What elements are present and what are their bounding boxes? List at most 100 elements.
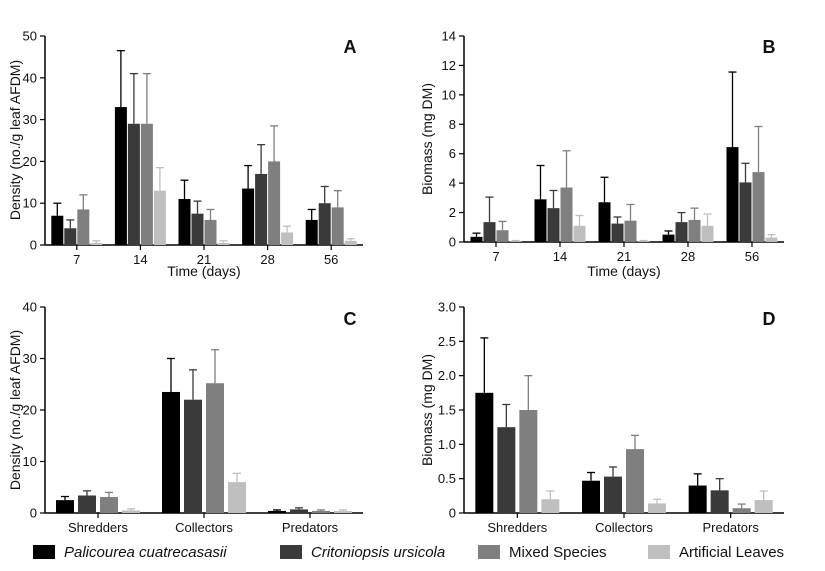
y-tick-label: 20 — [23, 154, 37, 169]
legend-item-palicourea: Palicourea cuatrecasasii — [33, 541, 227, 563]
x-tick-label: Shredders — [68, 520, 128, 535]
x-tick-label: Predators — [702, 520, 759, 535]
bar — [688, 485, 707, 513]
x-tick-label: 14 — [553, 249, 567, 264]
bar — [604, 476, 622, 513]
bar — [765, 237, 778, 242]
bar — [344, 240, 357, 245]
bar — [573, 225, 586, 242]
bar — [305, 219, 318, 245]
x-tick-label: 28 — [681, 249, 695, 264]
bar — [318, 203, 331, 245]
bar — [534, 199, 547, 242]
bar — [290, 509, 308, 513]
y-tick-label: 0 — [30, 506, 37, 521]
bar — [268, 510, 286, 513]
bar — [496, 230, 509, 242]
panel-letter: D — [763, 309, 776, 329]
x-tick-label: 56 — [745, 249, 759, 264]
legend-swatch — [280, 545, 302, 559]
y-tick-label: 10 — [23, 454, 37, 469]
bar — [178, 199, 191, 245]
bar — [624, 220, 637, 242]
bar — [582, 480, 600, 513]
y-tick-label: 20 — [23, 403, 37, 418]
bar — [732, 508, 751, 513]
bar — [626, 449, 644, 513]
x-tick-label: 21 — [197, 252, 211, 267]
legend-label: Critoniopsis ursicola — [311, 543, 446, 561]
bar — [255, 173, 268, 245]
bar — [122, 510, 140, 513]
y-tick-label: 1.5 — [438, 403, 456, 418]
y-axis-label: Density (no./g leaf AFDM) — [7, 330, 23, 490]
legend-label: Artificial Leaves — [679, 543, 785, 561]
x-tick-label: Collectors — [175, 520, 233, 535]
y-axis-label: Density (no./g leaf AFDM) — [7, 60, 23, 220]
legend-label: Palicourea cuatrecasasii — [64, 543, 227, 561]
bar — [648, 503, 666, 513]
bar — [754, 499, 773, 513]
bar — [51, 215, 64, 245]
y-tick-label: 30 — [23, 112, 37, 127]
x-tick-label: Collectors — [595, 520, 653, 535]
bar — [519, 410, 538, 513]
bar — [509, 241, 522, 242]
bar — [312, 510, 330, 513]
legend-swatch — [33, 545, 55, 559]
y-tick-label: 2.5 — [438, 334, 456, 349]
y-tick-label: 2 — [449, 205, 456, 220]
bar — [162, 391, 180, 513]
bar — [127, 123, 140, 245]
x-tick-label: 14 — [133, 252, 147, 267]
bar — [675, 222, 688, 242]
panel-letter: C — [344, 309, 357, 329]
y-tick-label: 40 — [23, 300, 37, 315]
y-tick-label: 0 — [449, 235, 456, 250]
y-tick-label: 10 — [442, 87, 456, 102]
bar — [114, 107, 127, 245]
legend-item-critoniopsis: Critoniopsis ursicola — [280, 541, 445, 563]
y-tick-label: 14 — [442, 29, 456, 44]
bar — [204, 219, 217, 245]
bar — [637, 241, 650, 242]
y-tick-label: 4 — [449, 176, 456, 191]
x-tick-label: Predators — [282, 520, 339, 535]
legend-swatch — [478, 545, 500, 559]
bar — [100, 497, 118, 513]
y-tick-label: 1.0 — [438, 437, 456, 452]
panel-letter: B — [763, 37, 776, 57]
y-axis-label: Biomass (mg DM) — [419, 354, 435, 466]
bar — [541, 499, 560, 513]
y-tick-label: 10 — [23, 196, 37, 211]
legend-item-artificial-leaves: Artificial Leaves — [648, 541, 784, 563]
bar — [90, 242, 103, 245]
bar — [475, 392, 494, 513]
legend-swatch — [648, 545, 670, 559]
y-tick-label: 6 — [449, 146, 456, 161]
bar — [140, 123, 153, 245]
x-tick-label: 56 — [324, 252, 338, 267]
legend: Palicourea cuatrecasasii Critoniopsis ur… — [0, 532, 825, 570]
bar — [726, 147, 739, 242]
bar — [184, 399, 202, 513]
bar — [281, 232, 294, 245]
x-axis-label: Time (days) — [167, 263, 240, 279]
bar — [217, 242, 230, 245]
bar — [662, 234, 675, 242]
legend-label: Mixed Species — [509, 543, 607, 561]
bar — [268, 161, 281, 245]
x-tick-label: 7 — [492, 249, 499, 264]
bar — [470, 236, 483, 242]
bar — [77, 209, 90, 245]
y-tick-label: 8 — [449, 117, 456, 132]
bar — [752, 172, 765, 242]
bar — [334, 510, 352, 513]
y-tick-label: 50 — [23, 29, 37, 44]
y-tick-label: 0 — [30, 238, 37, 253]
bar — [206, 383, 224, 513]
x-axis-label: Time (days) — [587, 263, 660, 279]
y-tick-label: 3.0 — [438, 300, 456, 315]
x-tick-label: 28 — [260, 252, 274, 267]
